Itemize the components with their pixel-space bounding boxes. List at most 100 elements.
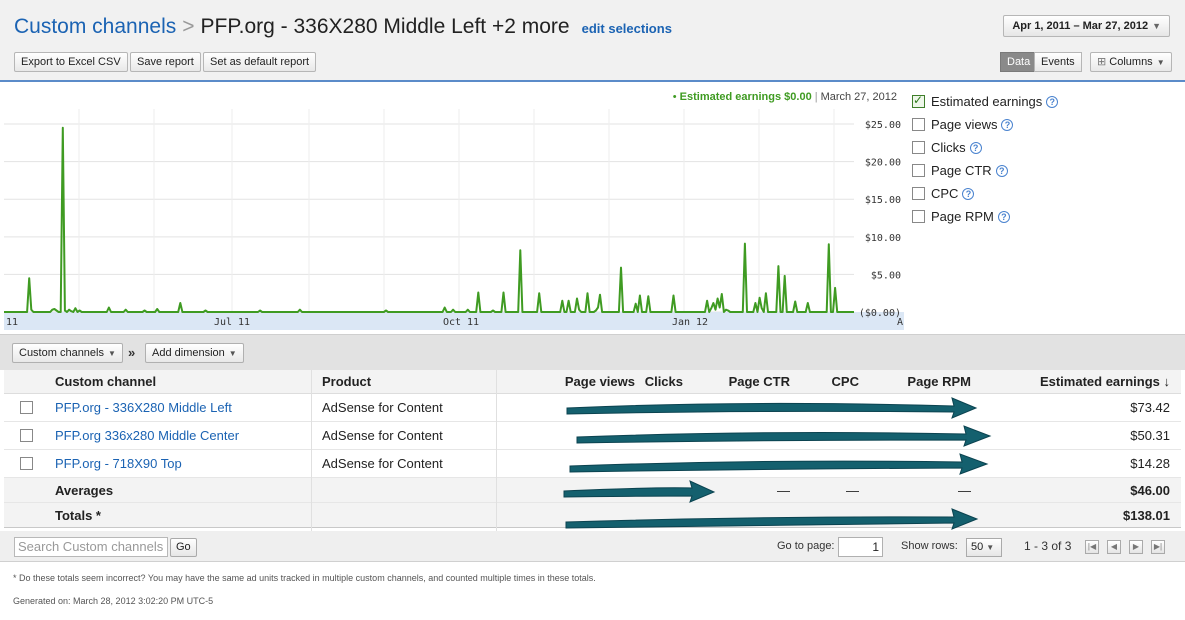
save-report-button[interactable]: Save report (130, 52, 201, 72)
channel-link[interactable]: PFP.org - 336X280 Middle Left (55, 400, 232, 415)
metric-checkbox[interactable] (912, 141, 925, 154)
row-checkbox[interactable] (20, 401, 33, 414)
help-icon[interactable]: ? (1001, 118, 1014, 131)
metric-label: Estimated earnings (931, 94, 1043, 109)
channel-link[interactable]: PFP.org 336x280 Middle Center (55, 428, 240, 443)
header-page-views[interactable]: Page views (564, 374, 635, 389)
x-tick-label: Jan 12 (672, 317, 708, 328)
earnings-cell: $50.31 (1130, 428, 1170, 443)
avg-ctr-cell: — (777, 482, 790, 498)
metric-page-rpm[interactable]: Page RPM? (912, 205, 1180, 228)
metric-label: Page CTR (931, 163, 992, 178)
metric-checkbox[interactable] (912, 210, 925, 223)
averages-row: Averages — — — $46.00 (4, 478, 1181, 503)
help-icon[interactable]: ? (1046, 95, 1059, 108)
x-tick-label: A (897, 317, 903, 328)
report-table: Custom channel Product Page views Clicks… (4, 370, 1181, 531)
total-earnings-cell: $138.01 (1123, 507, 1170, 523)
columns-button[interactable]: ⊞ Columns ▼ (1090, 52, 1172, 72)
edit-selections-link[interactable]: edit selections (581, 21, 672, 36)
dimension-bar: Custom channels ▼ » Add dimension ▼ (0, 334, 1185, 370)
metric-cpc[interactable]: CPC? (912, 182, 1180, 205)
earnings-cell: $14.28 (1130, 456, 1170, 471)
current-selection: PFP.org - 336X280 Middle Left +2 more (200, 15, 570, 38)
avg-cpc-cell: — (846, 482, 859, 498)
metric-checkbox[interactable] (912, 93, 925, 108)
prev-page-icon[interactable]: ◀ (1107, 540, 1121, 554)
rows-per-page-select[interactable]: 50 ▼ (966, 538, 1002, 557)
y-tick-label: $10.00 (865, 233, 901, 244)
y-tick-label: $20.00 (865, 158, 901, 169)
header-page-rpm[interactable]: Page RPM (907, 374, 971, 389)
table-pager: Search Custom channels Go Go to page: 1 … (0, 531, 1185, 562)
go-to-page-label: Go to page: (777, 540, 835, 552)
header-cpc[interactable]: CPC (831, 374, 859, 389)
metric-label: CPC (931, 186, 959, 201)
column-divider (496, 370, 497, 531)
date-range-picker[interactable]: Apr 1, 2011 – Mar 27, 2012 ▼ (1003, 15, 1170, 37)
header-product[interactable]: Product (322, 374, 372, 389)
generated-timestamp: Generated on: March 28, 2012 3:02:20 PM … (13, 596, 214, 606)
series-line-estimated-earnings (4, 126, 854, 313)
product-cell: AdSense for Content (322, 456, 443, 471)
breadcrumb-custom-channels[interactable]: Custom channels (14, 15, 177, 38)
chart-canvas[interactable]: $25.00 $20.00 $15.00 $10.00 $5.00 ($0.00) 11 Ju… (4, 84, 907, 334)
chevron-down-icon: ▼ (986, 543, 995, 552)
page-range: 1 - 3 of 3 (1024, 539, 1072, 553)
avg-rpm-cell: — (958, 482, 971, 498)
help-icon[interactable]: ? (997, 210, 1010, 223)
help-icon[interactable]: ? (995, 164, 1008, 177)
custom-channels-dimension-button[interactable]: Custom channels ▼ (12, 343, 123, 363)
rows-per-page-value: 50 (971, 541, 984, 553)
legend-date: March 27, 2012 (820, 91, 897, 103)
legend-metric: Estimated earnings $0.00 (679, 91, 812, 103)
metric-checkbox[interactable] (912, 118, 925, 131)
header-custom-channel[interactable]: Custom channel (55, 374, 157, 389)
x-tick-label: Oct 11 (443, 317, 479, 328)
row-checkbox[interactable] (20, 429, 33, 442)
add-dimension-label: Add dimension (152, 347, 225, 359)
help-icon[interactable]: ? (969, 141, 982, 154)
page-number-input[interactable]: 1 (838, 537, 883, 557)
help-icon[interactable]: ? (962, 187, 975, 200)
search-channels-input[interactable]: Search Custom channels (14, 537, 168, 557)
next-page-icon[interactable]: ▶ (1129, 540, 1143, 554)
page-title: Custom channels > PFP.org - 336X280 Middle… (14, 15, 672, 39)
chevron-down-icon: ▼ (1156, 58, 1165, 67)
earnings-cell: $73.42 (1130, 400, 1170, 415)
averages-label: Averages (55, 482, 114, 498)
metric-page-ctr[interactable]: Page CTR? (912, 159, 1180, 182)
y-tick-label: ($0.00) (859, 308, 901, 319)
table-row: PFP.org 336x280 Middle Center AdSense fo… (4, 422, 1181, 450)
first-page-icon[interactable]: |◀ (1085, 540, 1099, 554)
dimension-label: Custom channels (19, 347, 104, 359)
totals-label: Totals * (55, 507, 101, 523)
metric-label: Clicks (931, 140, 966, 155)
metric-checkbox[interactable] (912, 187, 925, 200)
metric-clicks[interactable]: Clicks? (912, 136, 1180, 159)
columns-label: Columns (1109, 56, 1153, 68)
tab-events[interactable]: Events (1034, 52, 1082, 72)
x-tick-label: 11 (6, 317, 18, 328)
channel-link[interactable]: PFP.org - 718X90 Top (55, 456, 182, 471)
search-go-button[interactable]: Go (170, 538, 197, 557)
y-tick-label: $5.00 (871, 270, 901, 281)
table-row: PFP.org - 336X280 Middle Left AdSense fo… (4, 394, 1181, 422)
metric-estimated-earnings[interactable]: Estimated earnings? (912, 90, 1180, 113)
double-chevron-icon: » (128, 345, 136, 360)
last-page-icon[interactable]: ▶| (1151, 540, 1165, 554)
metric-checkbox[interactable] (912, 164, 925, 177)
x-tick-label: Jul 11 (214, 317, 250, 328)
header-clicks[interactable]: Clicks (644, 374, 683, 389)
add-dimension-button[interactable]: Add dimension ▼ (145, 343, 244, 363)
set-default-report-button[interactable]: Set as default report (203, 52, 317, 72)
totals-footnote: * Do these totals seem incorrect? You ma… (13, 573, 596, 583)
metric-page-views[interactable]: Page views? (912, 113, 1180, 136)
export-csv-button[interactable]: Export to Excel CSV (14, 52, 128, 72)
tab-data[interactable]: Data (1000, 52, 1038, 72)
column-divider (311, 370, 312, 531)
row-checkbox[interactable] (20, 457, 33, 470)
header-page-ctr[interactable]: Page CTR (728, 374, 790, 389)
header-estimated-earnings[interactable]: Estimated earnings ↓ (1039, 374, 1170, 389)
show-rows-label: Show rows: (901, 540, 958, 552)
